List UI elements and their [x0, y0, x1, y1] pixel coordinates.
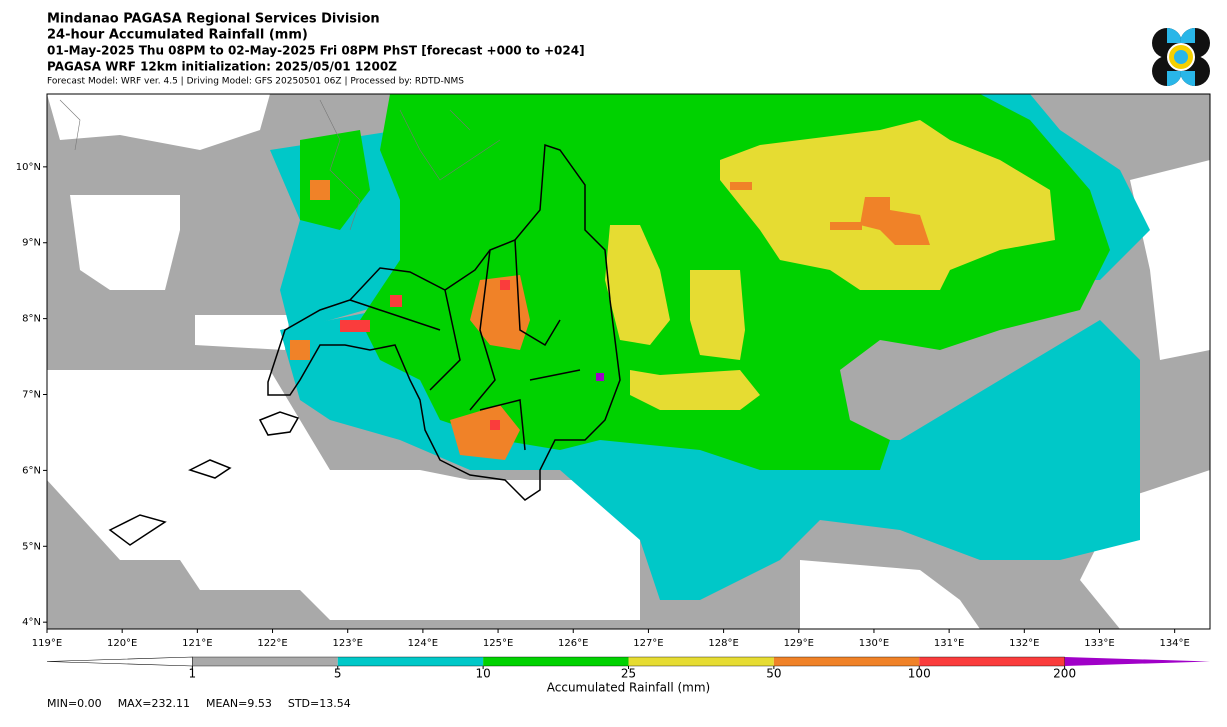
title: Mindanao PAGASA Regional Services Divisi…	[47, 12, 380, 27]
x-tick-label: 123°E	[333, 638, 363, 649]
stat: MIN=0.00	[47, 697, 102, 710]
x-tick-label: 124°E	[408, 638, 438, 649]
x-tick-label: 133°E	[1084, 638, 1114, 649]
colorbar-extension-high	[1064, 657, 1210, 666]
colorbar-tick-label: 200	[1053, 667, 1076, 681]
x-tick-label: 126°E	[558, 638, 588, 649]
y-tick-label: 4°N	[22, 617, 41, 628]
colorbar-tick-label: 10	[475, 667, 490, 681]
stat: STD=13.54	[288, 697, 351, 710]
colorbar-segment	[337, 657, 484, 666]
x-tick-label: 128°E	[708, 638, 738, 649]
model-note: Forecast Model: WRF ver. 4.5 | Driving M…	[47, 77, 464, 87]
x-tick-label: 122°E	[257, 638, 287, 649]
colorbar-label: Accumulated Rainfall (mm)	[547, 681, 710, 695]
stat: MEAN=9.53	[206, 697, 272, 710]
colorbar-segment	[919, 657, 1065, 666]
colorbar-segment	[192, 657, 338, 666]
init: PAGASA WRF 12km initialization: 2025/05/…	[47, 60, 397, 74]
colorbar-segment	[773, 657, 920, 666]
x-tick-label: 129°E	[784, 638, 814, 649]
x-tick-label: 120°E	[107, 638, 137, 649]
grey-borders	[59, 99, 501, 231]
x-tick-label: 130°E	[859, 638, 889, 649]
y-tick-label: 10°N	[16, 162, 41, 173]
logo	[1152, 28, 1210, 86]
x-tick-label: 121°E	[182, 638, 212, 649]
colorbar-tick-label: 5	[334, 667, 342, 681]
x-tick-label: 119°E	[32, 638, 62, 649]
period: 01-May-2025 Thu 08PM to 02-May-2025 Fri …	[47, 44, 585, 58]
colorbar-extension-low	[46, 656, 193, 667]
colorbar-tick-label: 25	[621, 667, 636, 681]
y-tick-label: 9°N	[22, 238, 41, 249]
stat: MAX=232.11	[118, 697, 190, 710]
x-tick-label: 131°E	[934, 638, 964, 649]
x-tick-label: 132°E	[1009, 638, 1039, 649]
colorbar-segment	[628, 657, 774, 666]
colorbar-tick-label: 100	[908, 667, 931, 681]
colorbar-segment	[483, 657, 629, 666]
x-tick-label: 134°E	[1159, 638, 1189, 649]
map-frame	[46, 93, 1211, 630]
y-tick-label: 6°N	[22, 465, 41, 476]
y-tick-label: 8°N	[22, 314, 41, 325]
x-tick-label: 125°E	[483, 638, 513, 649]
x-tick-label: 127°E	[633, 638, 663, 649]
colorbar-tick-label: 1	[189, 667, 197, 681]
y-tick-label: 7°N	[22, 390, 41, 401]
rainfall-field	[47, 94, 1210, 629]
y-tick-label: 5°N	[22, 541, 41, 552]
coastline	[108, 143, 621, 546]
colorbar-tick-label: 50	[766, 667, 781, 681]
subtitle: 24-hour Accumulated Rainfall (mm)	[47, 28, 308, 43]
